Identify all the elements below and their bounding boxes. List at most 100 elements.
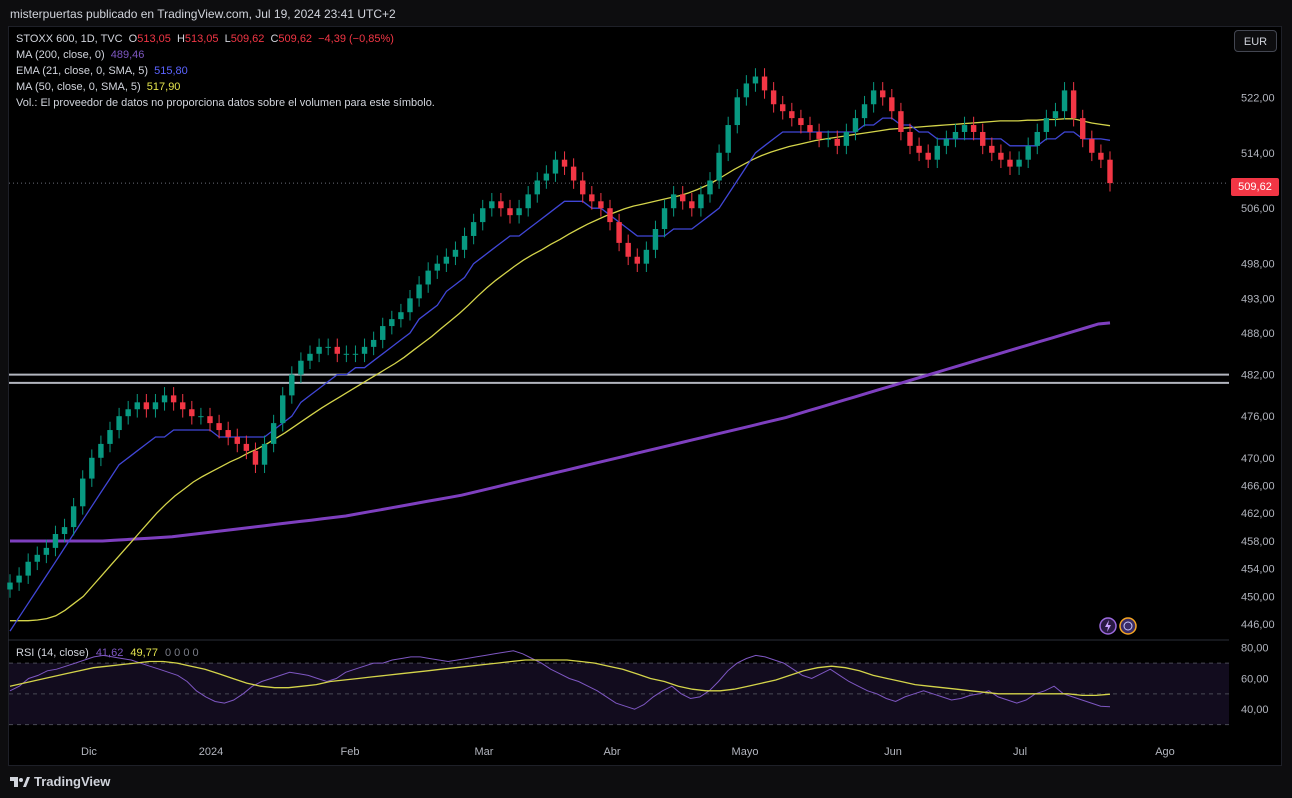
- ema21-label[interactable]: EMA (21, close, 0, SMA, 5): [16, 65, 149, 77]
- chart-badges[interactable]: [1098, 616, 1144, 641]
- ma200-line: [10, 321, 1111, 543]
- candle-body: [280, 395, 286, 424]
- y-axis-tick-label: 462,00: [1241, 508, 1275, 520]
- candle-body: [943, 138, 950, 146]
- x-axis-tick-label: Jun: [884, 746, 902, 758]
- y-axis-tick-label: 488,00: [1241, 328, 1275, 340]
- ema21-legend[interactable]: EMA (21, close, 0, SMA, 5) 515,80: [16, 65, 188, 77]
- candle-body: [243, 443, 250, 451]
- tradingview-logo-icon: [10, 776, 30, 787]
- ma200-label[interactable]: MA (200, close, 0): [16, 49, 105, 61]
- high-value: 513,05: [184, 33, 219, 45]
- candle-body: [407, 298, 413, 313]
- x-axis-tick-label: Mar: [475, 746, 494, 758]
- x-axis-tick-label: Jul: [1013, 746, 1027, 758]
- x-axis-tick-label: Feb: [341, 746, 360, 758]
- candle-body: [270, 423, 277, 444]
- tradingview-brand: TradingView: [34, 774, 111, 789]
- y-axis-tick-label: 450,00: [1241, 591, 1275, 603]
- globe-icon[interactable]: [1119, 617, 1137, 635]
- candle-body: [934, 145, 940, 160]
- ma50-value: 517,90: [146, 81, 181, 93]
- candle-body: [761, 76, 768, 91]
- y-axis-tick-label: 522,00: [1241, 92, 1275, 104]
- candle-body: [770, 90, 777, 105]
- candle-body: [116, 416, 122, 431]
- candle-body: [498, 201, 504, 209]
- y-axis-tick-label: 446,00: [1241, 619, 1275, 631]
- candle-body: [25, 561, 31, 576]
- candle-body: [234, 436, 240, 444]
- candle-body: [734, 97, 740, 126]
- ema21-line: [9, 117, 1111, 632]
- candle-body: [334, 346, 340, 354]
- candle-body: [843, 131, 850, 146]
- candle-body: [798, 118, 804, 126]
- candle-body: [780, 104, 786, 112]
- ema21-value: 515,80: [154, 65, 188, 77]
- candle-body: [70, 506, 77, 528]
- candle-body: [1052, 111, 1059, 119]
- candle-body: [970, 125, 977, 132]
- ma50-legend[interactable]: MA (50, close, 0, SMA, 5) 517,90: [16, 81, 180, 93]
- y-axis-tick-label: 498,00: [1241, 259, 1275, 271]
- candle-body: [580, 180, 586, 195]
- rsi-extra-values: 0 0 0 0: [165, 647, 199, 659]
- rsi-label[interactable]: RSI (14, close): [16, 647, 89, 659]
- candle-body: [707, 180, 713, 195]
- ma200-value: 489,46: [110, 49, 145, 61]
- rsi-legend[interactable]: RSI (14, close) 41,62 49,77 0 0 0 0: [16, 647, 199, 659]
- candle-body: [461, 235, 468, 250]
- candle-body: [489, 201, 495, 209]
- x-axis-tick-label: Dic: [81, 746, 97, 758]
- candle-body: [589, 194, 595, 202]
- chart-frame[interactable]: [8, 26, 1282, 766]
- candle-body: [452, 249, 459, 257]
- candle-body: [789, 111, 795, 119]
- candle-body: [134, 402, 140, 410]
- candle-body: [1034, 131, 1040, 146]
- currency-button[interactable]: EUR: [1234, 30, 1277, 52]
- x-axis-tick-label: 2024: [199, 746, 223, 758]
- change-value: −4,39 (−0,85%): [318, 33, 394, 45]
- y-axis-tick-label: 506,00: [1241, 203, 1275, 215]
- candle-body: [1016, 159, 1022, 167]
- candle-body: [316, 346, 322, 354]
- candle-body: [916, 145, 922, 153]
- candle-body: [289, 374, 295, 396]
- candle-body: [207, 416, 213, 424]
- candle-body: [143, 402, 150, 410]
- y-axis-tick-label: 466,00: [1241, 481, 1275, 493]
- candle-body: [507, 208, 513, 216]
- symbol-name[interactable]: STOXX 600, 1D, TVC: [16, 33, 123, 45]
- symbol-legend[interactable]: STOXX 600, 1D, TVC O513,05 H513,05 L509,…: [16, 33, 394, 45]
- candle-body: [516, 208, 522, 216]
- candle-body: [552, 159, 559, 174]
- candle-body: [389, 319, 395, 327]
- x-axis-tick-label: Ago: [1155, 746, 1175, 758]
- low-label: L: [224, 33, 231, 45]
- tradingview-logo[interactable]: TradingView: [10, 774, 110, 789]
- candle-body: [416, 284, 422, 299]
- candle-body: [425, 270, 431, 285]
- close-value: 509,62: [278, 33, 313, 45]
- candle-body: [680, 194, 686, 202]
- candle-body: [98, 443, 104, 458]
- candle-body: [16, 575, 22, 583]
- candle-body: [252, 450, 259, 465]
- candle-body: [825, 138, 831, 140]
- candle-body: [480, 208, 486, 223]
- rsi-line: [9, 650, 1111, 710]
- candle-body: [989, 145, 995, 153]
- candle-body: [43, 547, 50, 555]
- candle-body: [361, 346, 368, 354]
- ma50-label[interactable]: MA (50, close, 0, SMA, 5): [16, 81, 141, 93]
- ma200-legend[interactable]: MA (200, close, 0) 489,46: [16, 49, 144, 61]
- candle-body: [307, 353, 313, 361]
- bottom-bar: [0, 766, 1292, 798]
- candle-body: [1089, 138, 1095, 153]
- candle-body: [670, 194, 677, 209]
- candle-body: [225, 430, 231, 437]
- candle-body: [470, 222, 477, 236]
